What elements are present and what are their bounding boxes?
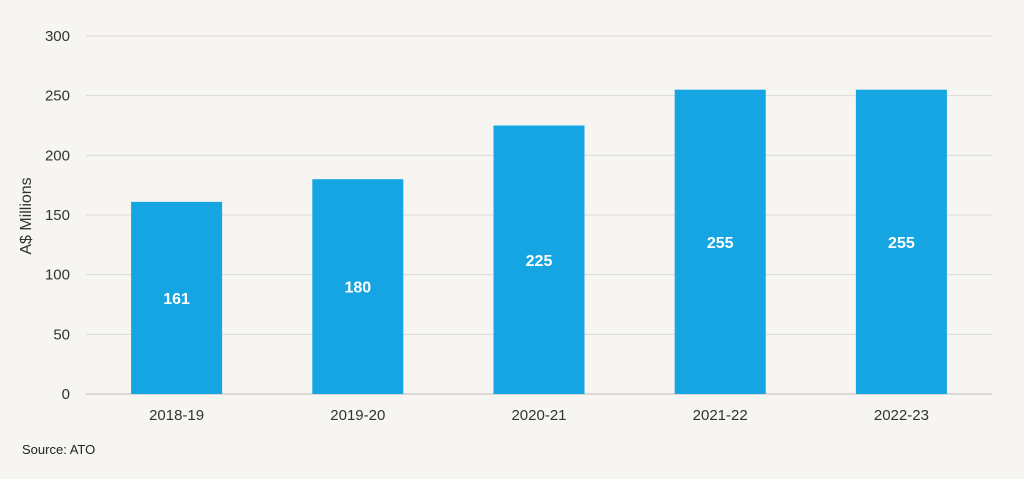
x-tick-label: 2022-23 — [874, 407, 929, 424]
x-tick-label: 2019-20 — [330, 407, 385, 424]
bar — [493, 125, 585, 394]
bar-value-label: 255 — [888, 235, 915, 252]
y-tick-label: 200 — [45, 147, 70, 164]
x-axis-ticks: 2018-19 2019-20 2020-21 2021-22 2022-23 — [149, 407, 929, 424]
bars — [131, 89, 947, 394]
bar — [855, 89, 947, 394]
y-tick-label: 100 — [45, 267, 70, 284]
bar-value-label: 225 — [526, 253, 553, 270]
bar-value-label: 180 — [344, 280, 371, 297]
y-tick-label: 50 — [53, 326, 70, 343]
x-tick-label: 2021-22 — [693, 407, 748, 424]
bar-value-labels: 161 180 225 255 255 — [163, 235, 915, 308]
x-tick-label: 2018-19 — [149, 407, 204, 424]
bar-value-label: 255 — [707, 235, 734, 252]
source-note: Source: ATO — [22, 442, 96, 457]
x-tick-label: 2020-21 — [511, 407, 566, 424]
y-tick-label: 250 — [45, 88, 70, 105]
y-tick-label: 0 — [62, 386, 70, 403]
y-axis-ticks: 0 50 100 150 200 250 300 — [45, 28, 70, 403]
y-tick-label: 150 — [45, 207, 70, 224]
y-tick-label: 300 — [45, 28, 70, 45]
bar — [674, 89, 766, 394]
bar — [131, 201, 223, 394]
bar — [312, 179, 404, 394]
y-axis-label: A$ Millions — [18, 177, 35, 254]
bar-value-label: 161 — [163, 291, 190, 308]
